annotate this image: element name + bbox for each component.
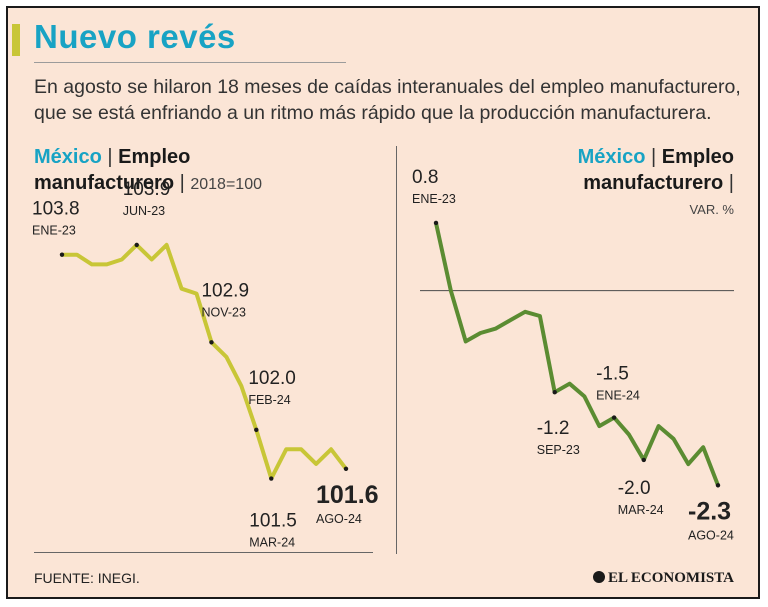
brand-logo: EL ECONOMISTA xyxy=(593,570,734,587)
annotation-date: AGO-24 xyxy=(688,528,734,542)
title-rule xyxy=(34,62,346,63)
right-title-country: México xyxy=(577,146,646,168)
annotation-value: 101.5 xyxy=(249,511,297,532)
series-line xyxy=(434,220,720,488)
annotation-marker xyxy=(59,252,65,257)
subtitle-line-2: que se está enfriando a un ritmo más ráp… xyxy=(34,102,712,124)
annotation-date: MAR-24 xyxy=(249,536,295,550)
right-unit: VAR. % xyxy=(689,202,734,217)
right-title-line1: Empleo xyxy=(661,146,734,168)
left-title-line1: Empleo xyxy=(118,146,191,168)
annotation-value: 102.9 xyxy=(201,280,249,301)
annotation-date: MAR-24 xyxy=(618,503,664,517)
annotation-marker xyxy=(134,242,139,248)
annotation-marker xyxy=(269,476,274,481)
brand-mark-icon xyxy=(593,571,605,583)
annotation-date: ENE-23 xyxy=(412,192,456,206)
annotation-marker xyxy=(343,466,349,471)
annotation-marker xyxy=(209,340,214,345)
left-title-country: México xyxy=(34,146,102,168)
page-title: Nuevo revés xyxy=(34,18,236,55)
annotation-marker xyxy=(254,427,259,433)
right-chart-title: México | Empleo manufacturero | xyxy=(577,146,734,194)
subtitle: En agosto se hilaron 18 meses de caídas … xyxy=(34,74,744,126)
annotation-date: JUN-23 xyxy=(123,204,165,218)
annotation-date: NOV-23 xyxy=(201,305,246,319)
left-bottom-rule xyxy=(34,552,373,553)
left-line-chart: 103.8 ENE-23 103.9 JUN-23 102.9 NOV-23 102.0 FE… xyxy=(32,179,379,550)
brand-name: EL ECONOMISTA xyxy=(608,570,734,586)
subtitle-line-1: En agosto se hilaron 18 meses de caídas … xyxy=(34,76,741,98)
annotation-marker xyxy=(641,457,646,463)
annotation-marker xyxy=(433,220,439,226)
annotation-value: 0.8 xyxy=(412,167,438,188)
annotation-date: FEB-24 xyxy=(248,393,290,407)
annotation-value: -1.5 xyxy=(596,364,629,385)
annotation-date: ENE-24 xyxy=(596,389,640,403)
annotation-marker xyxy=(715,483,721,488)
infographic-frame xyxy=(6,6,760,599)
annotation-date: AGO-24 xyxy=(316,512,362,526)
annotation-value: 103.8 xyxy=(32,199,80,220)
title-accent-bar xyxy=(12,24,20,56)
annotation-date: SEP-23 xyxy=(537,443,580,457)
source-note: FUENTE: INEGI. xyxy=(34,570,140,586)
left-chart-title: México | Empleo manufacturero | 2018=100 xyxy=(34,146,262,194)
right-line-chart: 0.8 ENE-23 -1.2 SEP-23 -1.5 ENE-24 -2.0 MAR-24 -… xyxy=(412,167,734,542)
annotation-value: -2.3 xyxy=(688,497,731,525)
panel-divider xyxy=(396,146,397,554)
annotation-date: ENE-23 xyxy=(32,224,76,238)
annotation-marker xyxy=(552,390,557,395)
series-line xyxy=(60,242,348,481)
left-title-line2: manufacturero xyxy=(34,172,175,194)
annotation-value: 103.9 xyxy=(123,179,171,200)
annotation-value: -2.0 xyxy=(618,478,651,499)
annotation-marker xyxy=(611,415,617,420)
annotation-value: 101.6 xyxy=(316,481,379,509)
annotation-value: -1.2 xyxy=(537,418,570,439)
annotation-value: 102.0 xyxy=(248,368,296,389)
left-unit: 2018=100 xyxy=(190,176,262,193)
right-title-line2: manufacturero xyxy=(583,172,724,194)
